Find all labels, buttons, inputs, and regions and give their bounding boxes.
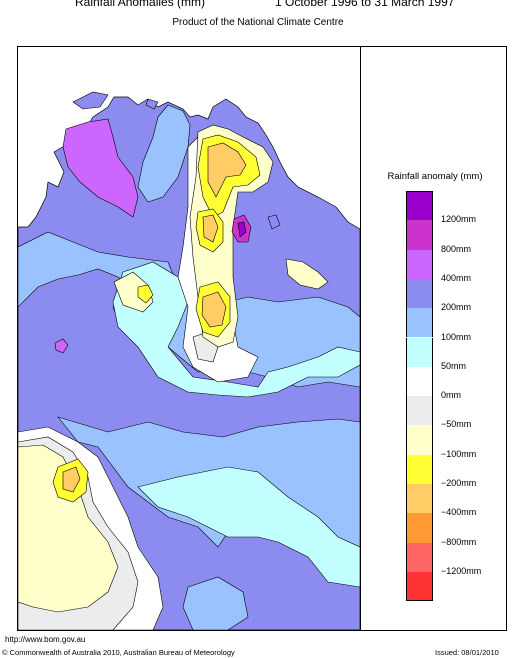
region-50mm bbox=[112, 261, 360, 588]
legend-swatch bbox=[406, 249, 433, 279]
legend-swatch bbox=[406, 191, 433, 221]
region-50mm-central bbox=[112, 261, 360, 398]
legend-swatch bbox=[406, 571, 433, 602]
footer-copyright: © Commonwealth of Australia 2010, Austra… bbox=[2, 648, 235, 657]
legend-label: −100mm bbox=[441, 448, 477, 459]
legend-label: −50mm bbox=[441, 419, 472, 430]
island-east bbox=[267, 214, 281, 230]
map-title: Rainfall Anomalies (mm) bbox=[75, 0, 206, 9]
legend-label: −1200mm bbox=[441, 565, 482, 576]
legend-label: 400mm bbox=[441, 272, 472, 283]
legend-label: −800mm bbox=[441, 536, 477, 547]
map-frame bbox=[17, 46, 507, 631]
region-minus100mm-west-blob bbox=[113, 271, 154, 313]
region-minus400mm-south bbox=[201, 291, 227, 328]
legend-swatch bbox=[406, 454, 433, 484]
map-period: 1 October 1996 to 31 March 1997 bbox=[275, 0, 455, 9]
legend-label: −400mm bbox=[441, 507, 477, 518]
legend-label: 800mm bbox=[441, 243, 472, 254]
legend-label: 100mm bbox=[441, 331, 472, 342]
region-minus100mm-east-coast bbox=[285, 258, 329, 290]
legend-swatch bbox=[406, 484, 433, 514]
region-1200mm-spot bbox=[237, 221, 247, 238]
region-minus400mm-north bbox=[207, 142, 247, 198]
legend-title: Rainfall anomaly (mm) bbox=[387, 171, 483, 182]
frame-divider bbox=[360, 46, 361, 631]
footer-url[interactable]: http://www.bom.gov.au bbox=[5, 635, 86, 644]
legend-swatch bbox=[406, 278, 433, 309]
legend-swatch bbox=[406, 337, 433, 367]
region-minus400mm-middle bbox=[202, 214, 219, 243]
legend-swatch bbox=[406, 220, 433, 250]
region-minus400mm bbox=[62, 142, 247, 493]
legend-swatch bbox=[406, 513, 433, 543]
legend-swatch bbox=[406, 396, 433, 426]
island-north bbox=[72, 91, 109, 110]
legend-label: −200mm bbox=[441, 478, 477, 488]
region-100mm-top bbox=[137, 104, 191, 203]
islands bbox=[72, 91, 281, 230]
legend-label: 1200mm bbox=[441, 214, 477, 225]
legend-label: 200mm bbox=[441, 302, 472, 313]
island-small bbox=[145, 98, 159, 110]
region-400mm bbox=[54, 118, 139, 354]
region-400mm-islet bbox=[54, 338, 69, 354]
legend-label: 0mm bbox=[441, 390, 461, 401]
region-minus100mm-southwest bbox=[18, 444, 119, 613]
legend-label: 50mm bbox=[441, 360, 467, 371]
legend-swatch bbox=[406, 542, 433, 572]
legend-swatch bbox=[406, 425, 433, 455]
region-400mm-northwest bbox=[62, 118, 139, 218]
region-100mm-bottom bbox=[182, 576, 249, 630]
legend-swatch bbox=[406, 308, 433, 338]
map-subtitle: Product of the National Climate Centre bbox=[172, 17, 344, 28]
region-minus200mm-west bbox=[137, 284, 154, 304]
region-50mm-south bbox=[137, 466, 360, 588]
footer-issued-date: Issued: 08/01/2010 bbox=[435, 648, 499, 657]
region-minus400mm-southwest bbox=[62, 466, 81, 493]
rainfall-anomaly-map bbox=[18, 91, 360, 630]
legend-swatch bbox=[406, 366, 433, 397]
